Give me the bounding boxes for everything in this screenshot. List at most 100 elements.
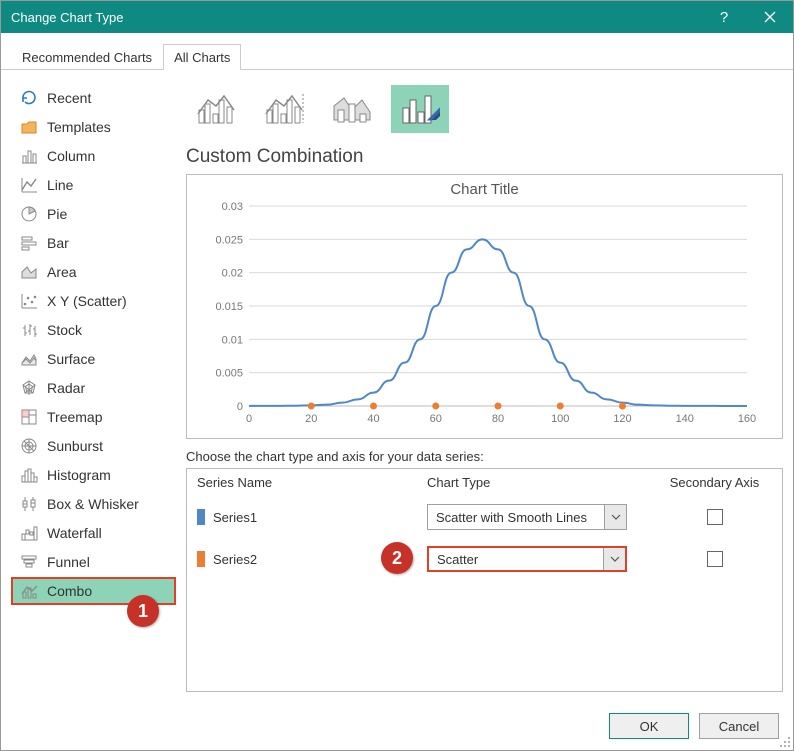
sidebar-item-treemap[interactable]: Treemap: [11, 403, 176, 431]
column-icon: [19, 146, 39, 166]
pie-icon: [19, 204, 39, 224]
series-section-label: Choose the chart type and axis for your …: [186, 449, 783, 464]
series1-type-value: Scatter with Smooth Lines: [428, 510, 604, 525]
dialog-body: Recent Templates Column Line PieBar Area X Y (…: [1, 70, 793, 702]
svg-text:0.03: 0.03: [222, 202, 243, 213]
series-row-2: Series2 2 Scatter: [187, 538, 782, 580]
callout-1: 1: [127, 595, 159, 627]
svg-text:0.005: 0.005: [215, 368, 243, 380]
sidebar-item-box[interactable]: Box & Whisker: [11, 490, 176, 518]
tab-recommended[interactable]: Recommended Charts: [11, 44, 163, 70]
series2-secondary-axis-checkbox[interactable]: [707, 551, 723, 567]
svg-text:0.025: 0.025: [215, 234, 243, 246]
resize-grip[interactable]: [779, 736, 791, 748]
series1-secondary-axis-checkbox[interactable]: [707, 509, 723, 525]
series2-type-dropdown[interactable]: Scatter: [427, 546, 627, 572]
sidebar-item-line[interactable]: Line: [11, 171, 176, 199]
sidebar-item-label: Waterfall: [47, 525, 102, 541]
window-title: Change Chart Type: [11, 10, 124, 25]
sidebar-item-funnel[interactable]: Funnel: [11, 548, 176, 576]
templates-icon: [19, 117, 39, 137]
sunburst-icon: [19, 436, 39, 456]
sidebar-item-label: X Y (Scatter): [47, 293, 127, 309]
surface-icon: [19, 349, 39, 369]
sidebar-item-label: Line: [47, 177, 73, 193]
dialog-window: Change Chart Type ? Recommended Charts A…: [0, 0, 794, 751]
series1-type-dropdown[interactable]: Scatter with Smooth Lines: [427, 504, 627, 530]
sidebar-item-column[interactable]: Column: [11, 142, 176, 170]
close-button[interactable]: [747, 1, 793, 33]
area-icon: [19, 262, 39, 282]
svg-text:100: 100: [551, 413, 569, 425]
series1-name: Series1: [213, 510, 257, 525]
subtype-clustered-column-line-secondary[interactable]: [254, 84, 314, 134]
funnel-icon: [19, 552, 39, 572]
sidebar-item-area[interactable]: Area: [11, 258, 176, 286]
header-secondary-axis: Secondary Axis: [657, 475, 772, 490]
sidebar-item-label: Radar: [47, 380, 85, 396]
sidebar-item-templates[interactable]: Templates: [11, 113, 176, 141]
sidebar-item-recent[interactable]: Recent: [11, 84, 176, 112]
subtype-clustered-column-line[interactable]: [186, 84, 246, 134]
combo-icon-2: [264, 92, 304, 126]
subtype-stacked-area-column[interactable]: [322, 84, 382, 134]
ok-button[interactable]: OK: [609, 713, 689, 739]
sidebar-item-scatter[interactable]: X Y (Scatter): [11, 287, 176, 315]
sidebar-item-label: Stock: [47, 322, 82, 338]
sidebar-item-label: Column: [47, 148, 95, 164]
histogram-icon: [19, 465, 39, 485]
svg-text:80: 80: [492, 413, 504, 425]
callout-2: 2: [381, 542, 413, 574]
series1-swatch: [197, 509, 205, 525]
svg-text:160: 160: [738, 413, 756, 425]
chart-preview: Chart Title 00.0050.010.0150.020.0250.03…: [186, 174, 783, 439]
combo-icon: [19, 581, 39, 601]
svg-text:0: 0: [246, 413, 252, 425]
sidebar-item-bar[interactable]: Bar: [11, 229, 176, 257]
chevron-down-icon: [603, 548, 625, 570]
tab-strip: Recommended Charts All Charts: [1, 43, 793, 70]
titlebar: Change Chart Type ?: [1, 1, 793, 33]
sidebar-item-label: Funnel: [47, 554, 90, 570]
sidebar-item-surface[interactable]: Surface: [11, 345, 176, 373]
box-icon: [19, 494, 39, 514]
svg-text:40: 40: [367, 413, 379, 425]
svg-text:0: 0: [237, 401, 243, 413]
main-panel: Custom Combination Chart Title 0 0.005 0.0…: [186, 80, 783, 692]
cancel-button[interactable]: Cancel: [699, 713, 779, 739]
svg-text:60: 60: [430, 413, 442, 425]
combo-icon-1: [196, 92, 236, 126]
subtype-custom-combination[interactable]: [390, 84, 450, 134]
sidebar-item-label: Area: [47, 264, 77, 280]
sidebar-item-histogram[interactable]: Histogram: [11, 461, 176, 489]
sidebar-item-label: Surface: [47, 351, 95, 367]
help-button[interactable]: ?: [701, 1, 747, 33]
subtype-row: [186, 84, 783, 134]
sidebar-item-label: Treemap: [47, 409, 103, 425]
svg-text:0.01: 0.01: [222, 334, 243, 346]
header-chart-type: Chart Type: [427, 475, 657, 490]
section-title: Custom Combination: [186, 146, 783, 168]
tab-all-charts[interactable]: All Charts: [163, 44, 241, 70]
sidebar-item-label: Histogram: [47, 467, 111, 483]
sidebar-item-pie[interactable]: Pie: [11, 200, 176, 228]
combo-icon-3: [332, 92, 372, 126]
series2-type-value: Scatter: [429, 552, 603, 567]
combo-icon-4: [400, 92, 440, 126]
chart-title: Chart Title: [197, 181, 772, 198]
stock-icon: [19, 320, 39, 340]
chart-svg: 00.0050.010.0150.020.0250.03020406080100…: [197, 202, 757, 430]
sidebar-item-waterfall[interactable]: Waterfall: [11, 519, 176, 547]
bar-icon: [19, 233, 39, 253]
radar-icon: [19, 378, 39, 398]
svg-text:0.02: 0.02: [222, 268, 243, 280]
sidebar-item-sunburst[interactable]: Sunburst: [11, 432, 176, 460]
svg-text:140: 140: [676, 413, 694, 425]
line-icon: [19, 175, 39, 195]
sidebar-item-label: Recent: [47, 90, 91, 106]
series2-name: Series2: [213, 552, 257, 567]
waterfall-icon: [19, 523, 39, 543]
series-header: Series Name Chart Type Secondary Axis: [187, 469, 782, 496]
sidebar-item-stock[interactable]: Stock: [11, 316, 176, 344]
sidebar-item-radar[interactable]: Radar: [11, 374, 176, 402]
